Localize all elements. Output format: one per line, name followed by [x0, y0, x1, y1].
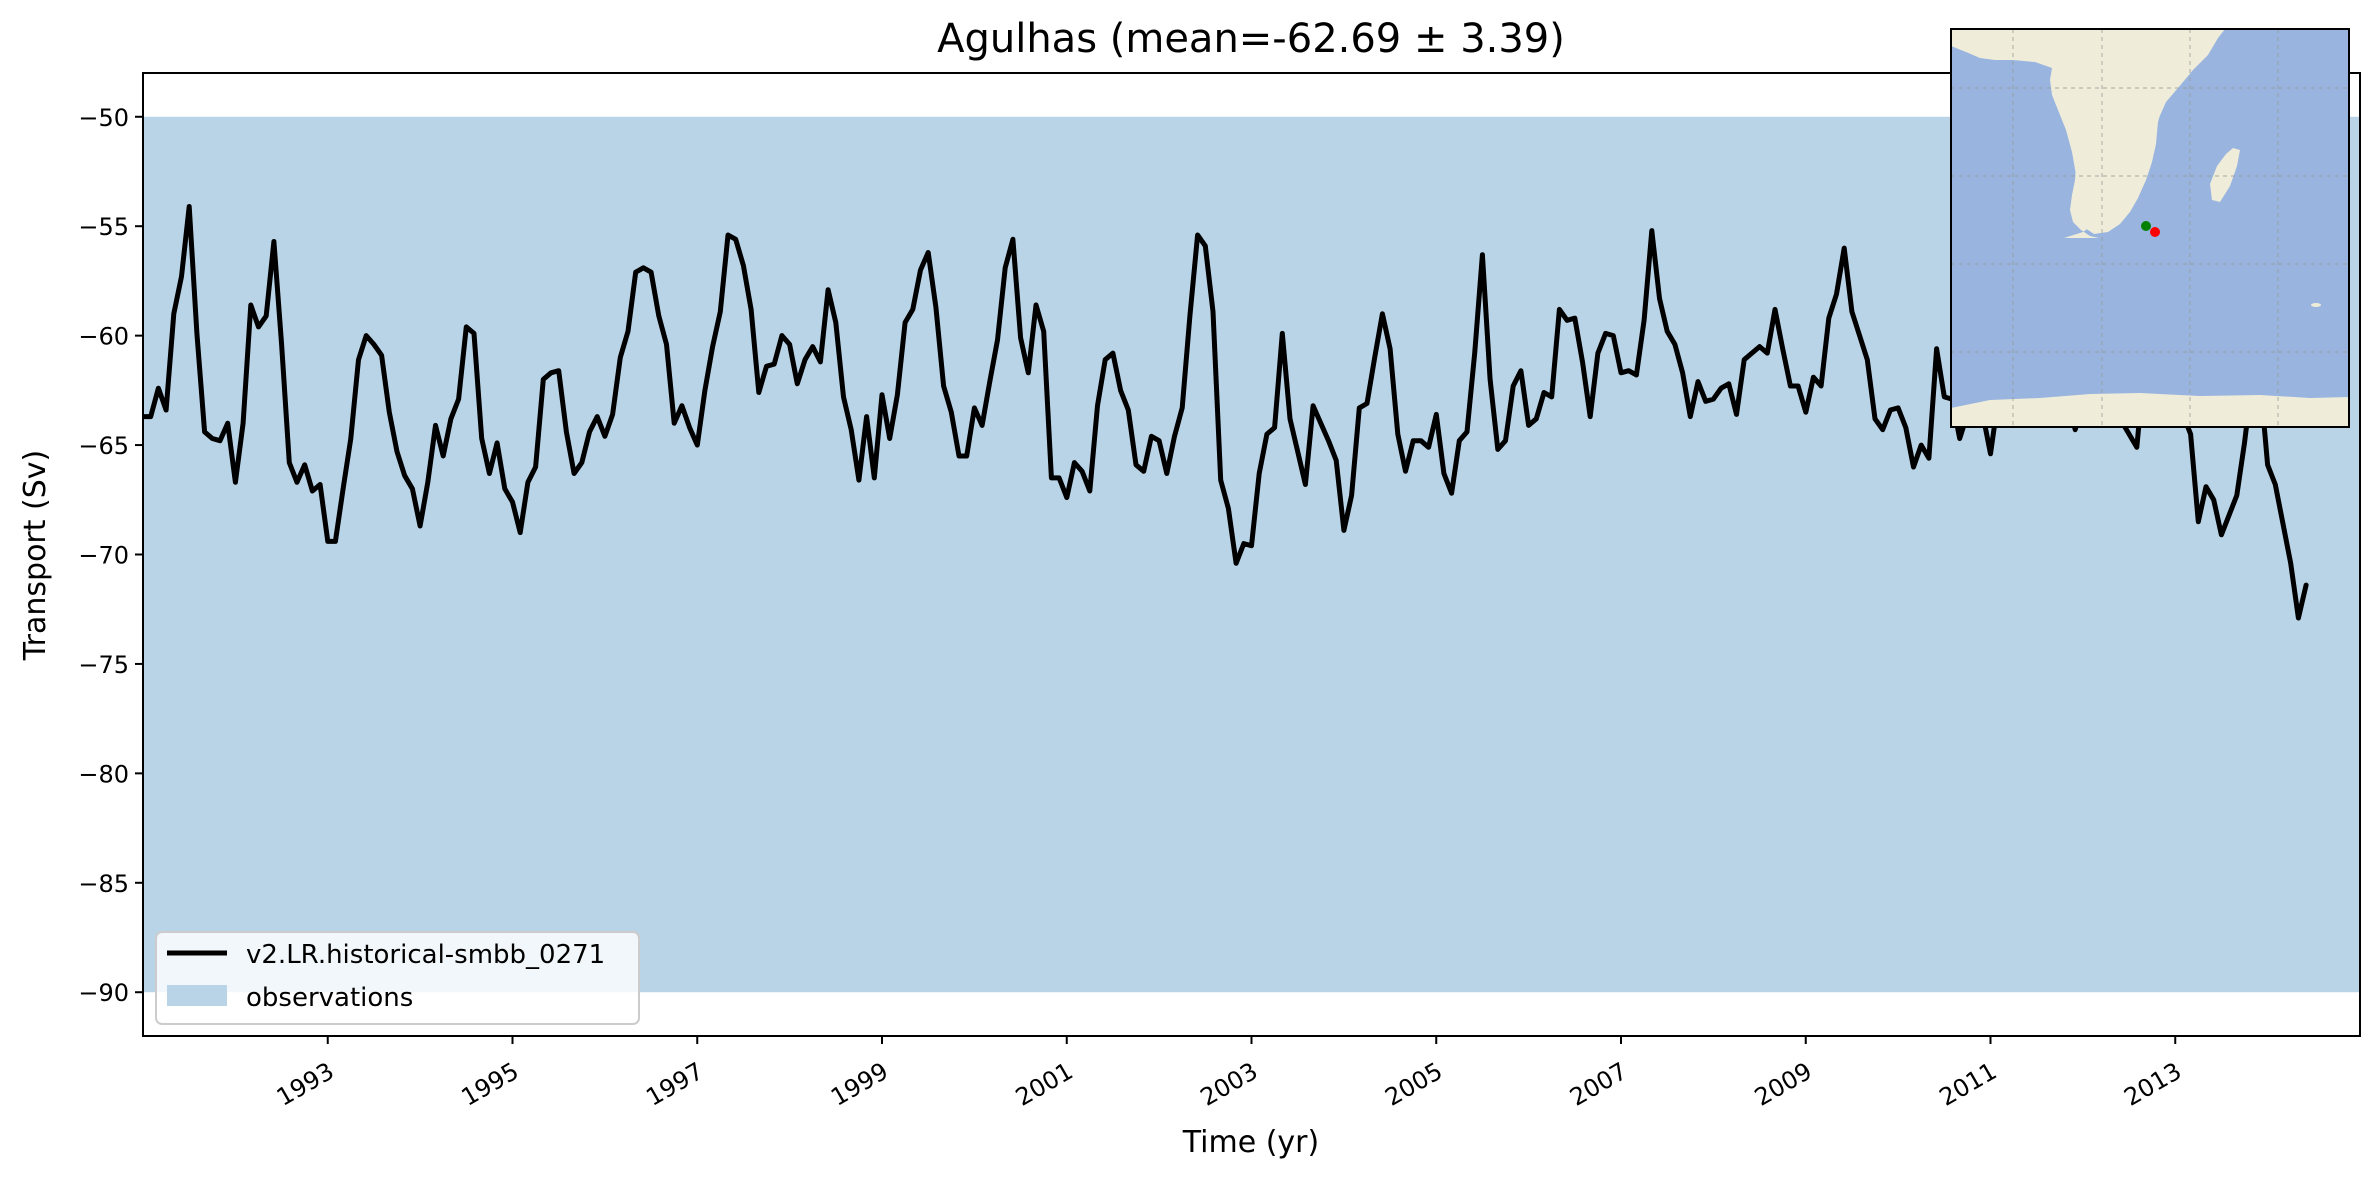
- y-tick-label: −70: [78, 542, 129, 570]
- series-line-smbb-0271: [143, 204, 2309, 621]
- x-tick-label: 1995: [457, 1057, 524, 1112]
- map-island: [2311, 303, 2321, 307]
- y-axis: −90 −85 −80 −75 −70 −65 −60 −55 −50: [78, 104, 143, 1007]
- x-tick-label: 1999: [826, 1057, 893, 1112]
- x-tick-label: 2007: [1565, 1057, 1632, 1112]
- map-marker-end: [2150, 227, 2160, 237]
- x-tick-label: 2005: [1380, 1057, 1447, 1112]
- x-tick-label: 1997: [641, 1057, 708, 1112]
- x-tick-label: 2009: [1750, 1057, 1817, 1112]
- map-marker-start: [2141, 221, 2151, 231]
- x-tick-label: 2013: [2119, 1057, 2186, 1112]
- legend-label-series: v2.LR.historical-smbb_0271: [246, 940, 605, 970]
- x-tick-label: 2001: [1011, 1057, 1078, 1112]
- legend-band-swatch: [167, 985, 227, 1006]
- y-tick-label: −50: [78, 104, 129, 132]
- y-axis-label: Transport (Sv): [18, 450, 53, 662]
- inset-map: [1950, 28, 2350, 428]
- inset-map-frame: [1950, 28, 2350, 428]
- legend: v2.LR.historical-smbb_0271 observations: [155, 931, 640, 1025]
- chart-title: Agulhas (mean=-62.69 ± 3.39): [937, 16, 1565, 62]
- y-tick-label: −60: [78, 323, 129, 351]
- map-gridlines: [1951, 29, 2349, 427]
- y-tick-label: −55: [78, 213, 129, 241]
- x-tick-label: 2003: [1196, 1057, 1263, 1112]
- map-southern-africa: [2062, 90, 2172, 234]
- y-tick-label: −85: [78, 870, 129, 898]
- y-tick-label: −80: [78, 760, 129, 788]
- y-tick-label: −65: [78, 432, 129, 460]
- map-madagascar: [2210, 148, 2240, 202]
- x-axis: 1993 1995 1997 1999 2001 2003 2005 2007 2009 2011…: [272, 1036, 2186, 1112]
- y-tick-label: −75: [78, 651, 129, 679]
- legend-label-observations: observations: [246, 983, 413, 1013]
- x-tick-label: 2011: [1935, 1057, 2002, 1112]
- map-antarctica: [1951, 393, 2349, 427]
- x-axis-label: Time (yr): [1182, 1125, 1319, 1160]
- x-tick-label: 1993: [272, 1057, 339, 1112]
- legend-box: [155, 931, 640, 1025]
- y-tick-label: −90: [78, 979, 129, 1007]
